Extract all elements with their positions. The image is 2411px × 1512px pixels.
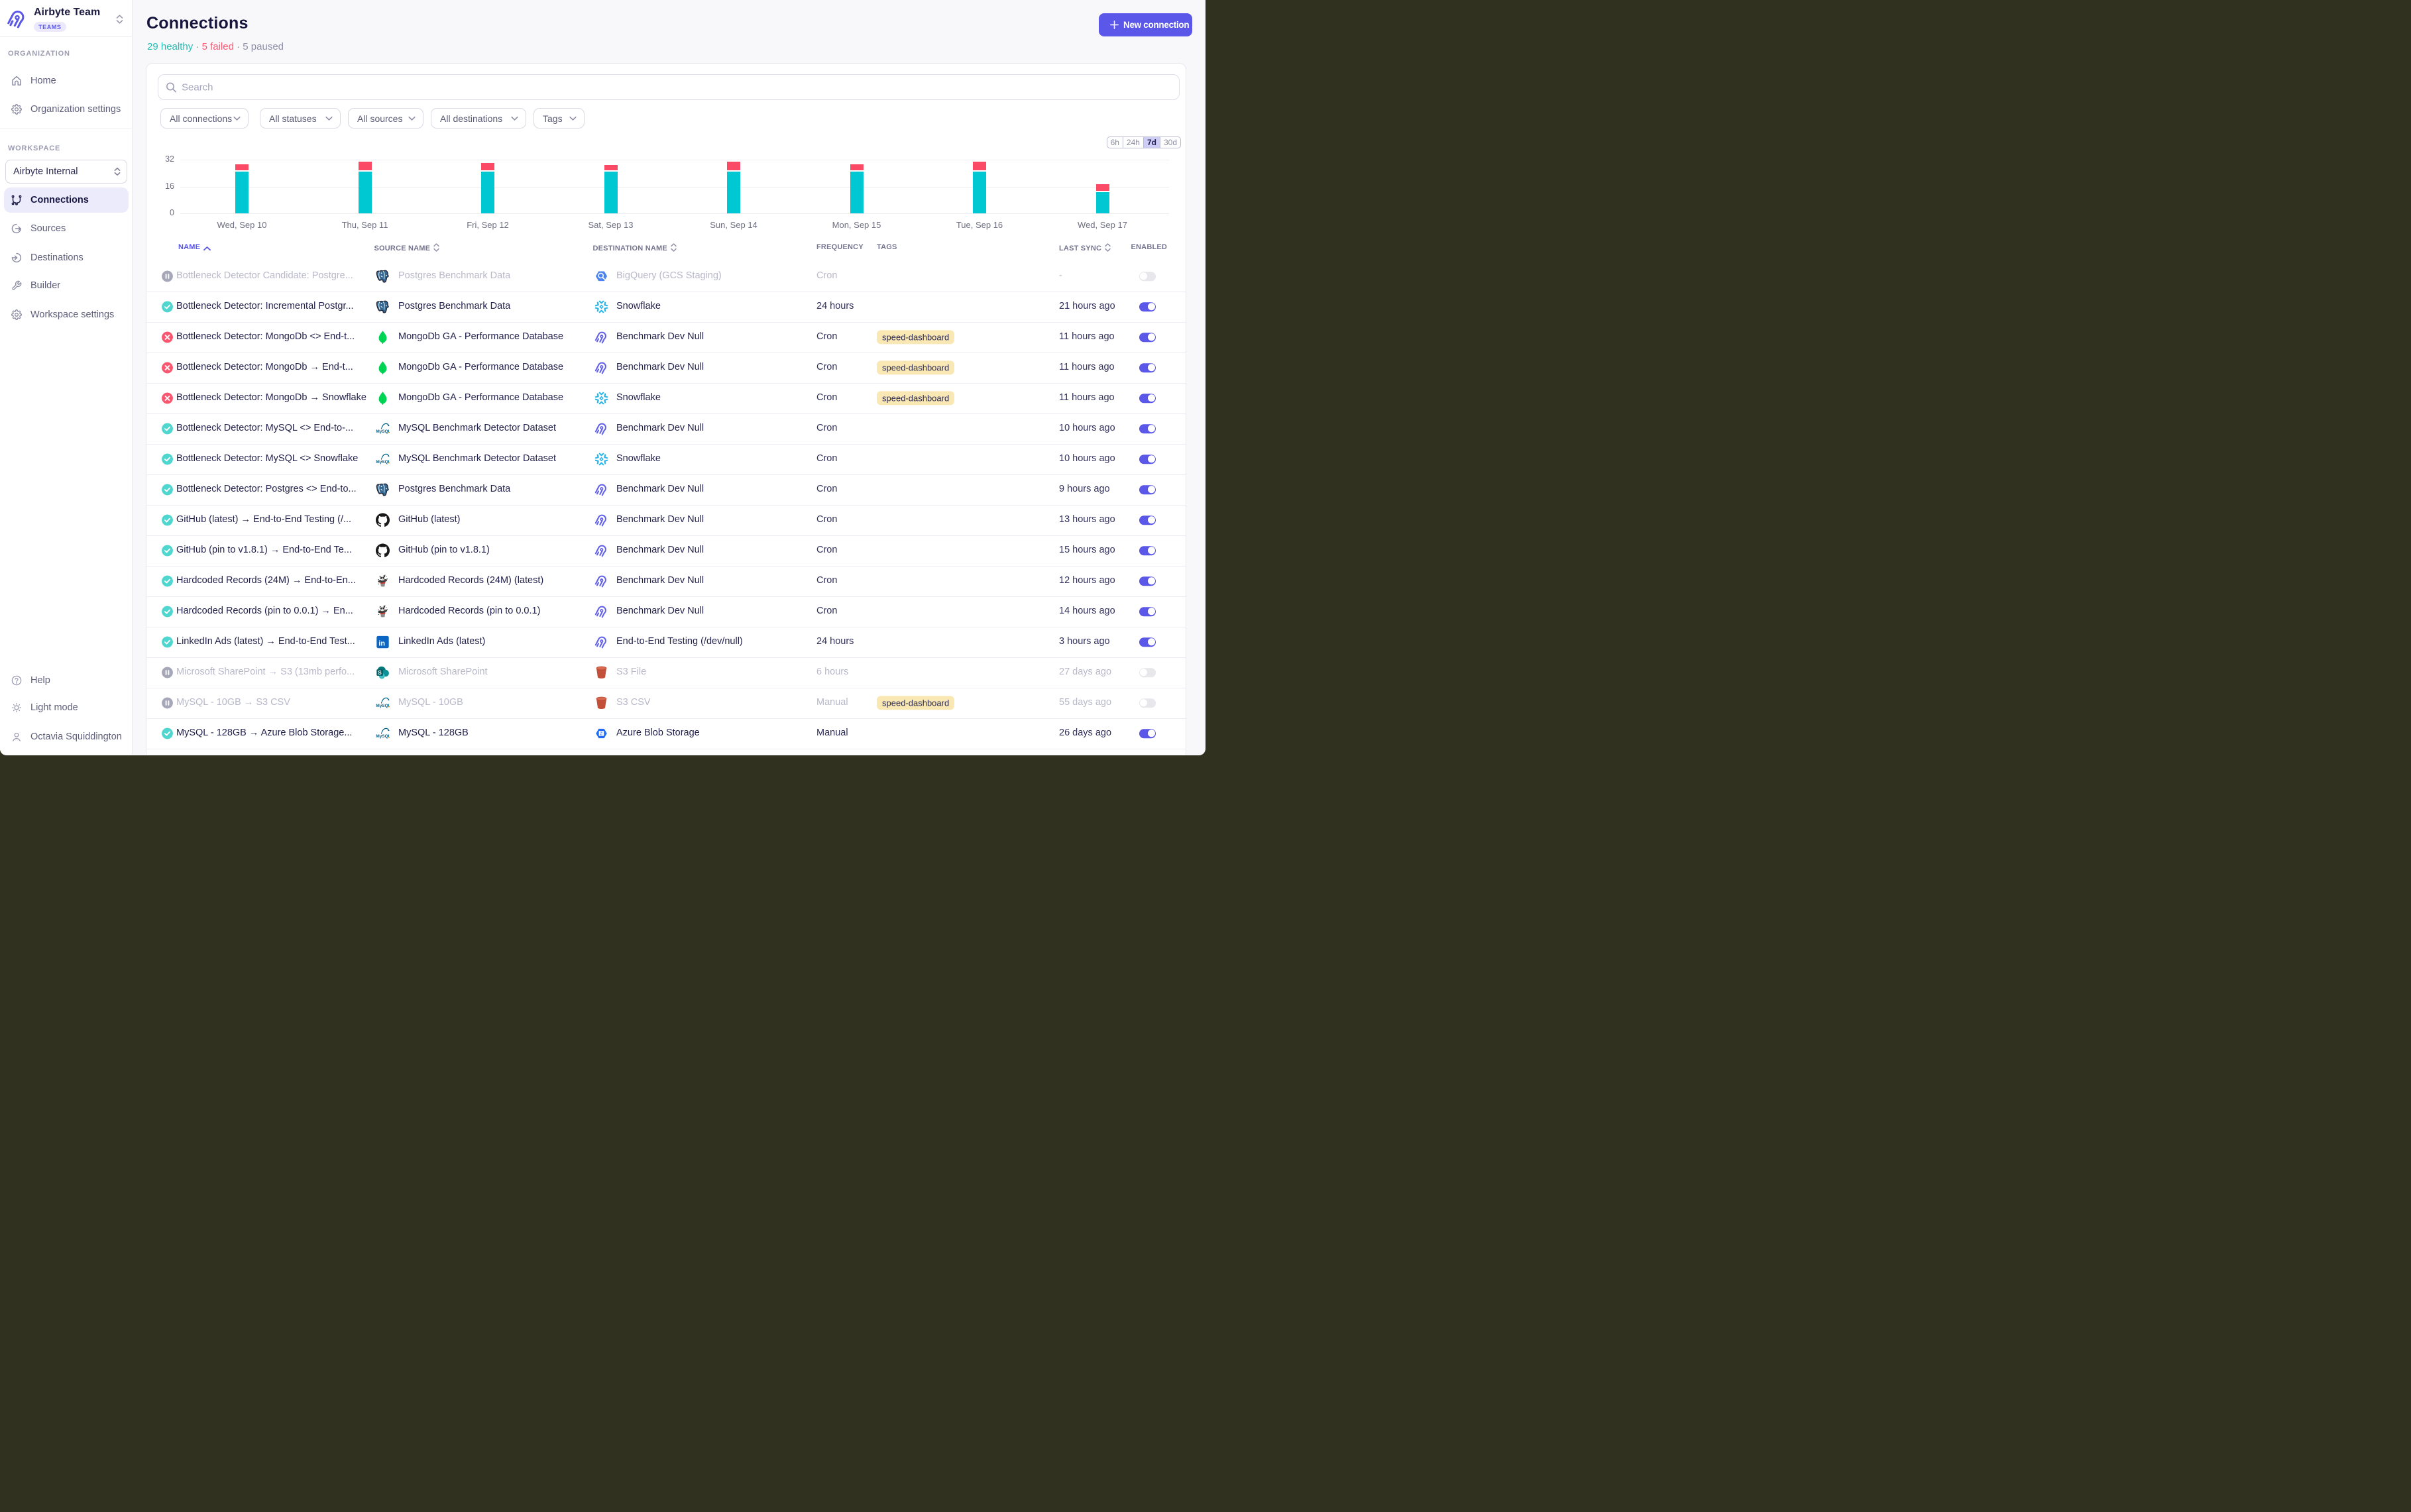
svg-text:in: in bbox=[378, 639, 385, 647]
svg-text:MySQL: MySQL bbox=[376, 460, 390, 464]
svg-text:MySQL: MySQL bbox=[376, 734, 390, 739]
svg-text:10: 10 bbox=[600, 731, 602, 733]
svg-text:MySQL: MySQL bbox=[376, 704, 390, 708]
svg-text:S: S bbox=[378, 669, 382, 676]
svg-text:01: 01 bbox=[600, 733, 602, 736]
svg-text:MySQL: MySQL bbox=[376, 429, 390, 434]
